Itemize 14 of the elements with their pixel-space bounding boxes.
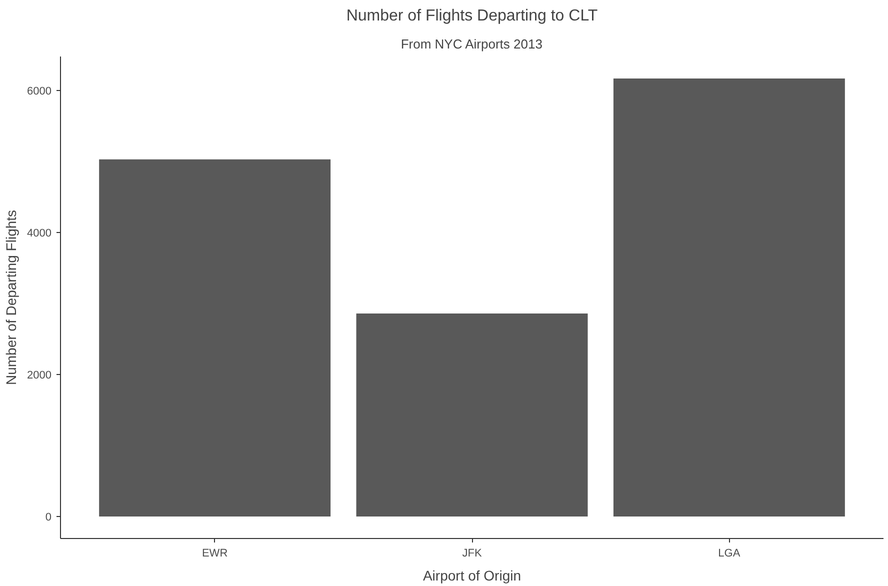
y-tick-label: 6000 [27,86,52,98]
chart-title: Number of Flights Departing to CLT [346,8,598,24]
x-tick-label: EWR [202,548,228,560]
y-tick-label: 4000 [27,228,52,240]
y-tick-label: 2000 [27,370,52,382]
x-axis-title: Airport of Origin [422,568,522,584]
x-tick-label: JFK [462,548,482,560]
bar [99,159,331,516]
y-axis-title: Number of Departing Flights [3,210,20,386]
bar [356,313,588,516]
chart-subtitle: From NYC Airports 2013 [400,36,542,52]
bar [613,78,845,516]
y-tick-label: 0 [45,511,52,524]
x-tick-label: LGA [718,548,741,560]
